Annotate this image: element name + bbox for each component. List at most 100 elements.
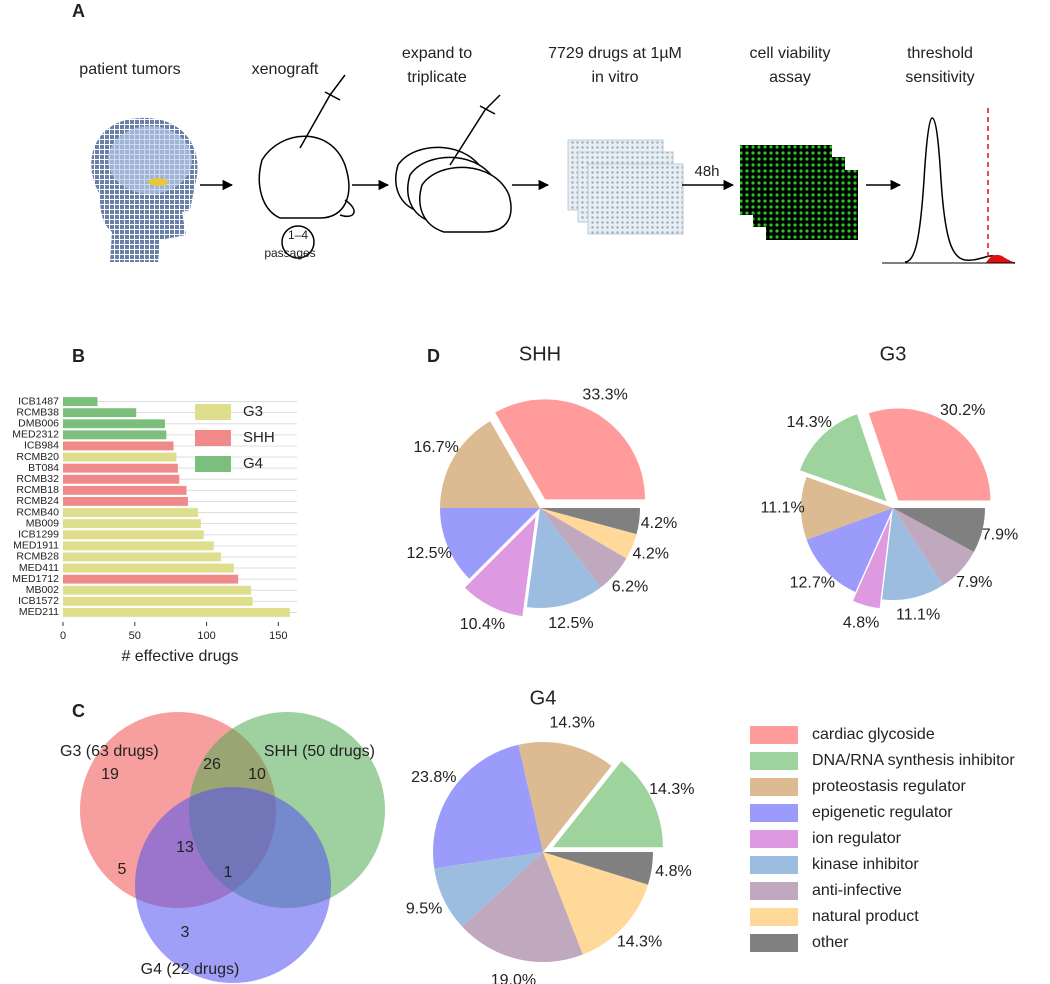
bar	[63, 497, 188, 506]
venn-count: 5	[118, 861, 127, 878]
bar	[63, 519, 201, 529]
legend-swatch	[750, 726, 798, 744]
pie-label: 16.7%	[413, 439, 458, 456]
pie-slice	[893, 508, 985, 552]
bar	[63, 419, 165, 429]
pie-label: 12.5%	[406, 545, 451, 562]
pie-slice	[464, 516, 536, 617]
pie-title: SHH	[519, 343, 561, 365]
pie-title: G4	[530, 687, 557, 709]
pie-slice	[543, 852, 649, 955]
legend-swatch	[750, 882, 798, 900]
y-tick-label: MED211	[19, 606, 59, 618]
step-label: patient tumors	[79, 61, 180, 78]
pie-slice	[432, 744, 543, 869]
legend-label: DNA/RNA synthesis inhibitor	[812, 752, 1015, 769]
pie-label: 7.9%	[956, 574, 992, 591]
step-label: assay	[769, 69, 811, 86]
pie-label: 9.5%	[406, 901, 442, 918]
pie-label: 14.3%	[617, 933, 662, 950]
bar	[63, 485, 187, 495]
pie-slice	[799, 414, 887, 502]
pie-slice	[552, 761, 663, 848]
venn-count: 3	[181, 924, 190, 941]
mice-icon	[395, 94, 512, 233]
passage-label: passages	[264, 246, 315, 260]
y-tick-label: MB009	[26, 517, 59, 529]
tumor-icon	[148, 178, 168, 186]
passage-count: 1–4	[288, 228, 308, 242]
step-label: xenograft	[252, 61, 319, 78]
venn-count: 26	[203, 756, 221, 773]
bar	[63, 430, 167, 440]
bar	[63, 552, 221, 562]
bar	[63, 608, 290, 617]
bar	[63, 474, 180, 484]
step-label: threshold	[907, 45, 973, 62]
y-tick-label: DMB006	[18, 418, 59, 430]
bar	[63, 563, 234, 573]
pie-label: 11.1%	[896, 607, 940, 624]
y-tick-label: BT084	[28, 462, 59, 474]
venn-count: 10	[248, 766, 266, 783]
venn-set-label: G3 (63 drugs)	[60, 743, 159, 760]
pie-label: 10.4%	[460, 616, 505, 633]
y-tick-label: MED1712	[12, 573, 59, 585]
workflow-art	[91, 74, 1016, 264]
pie-label: 12.7%	[790, 575, 835, 592]
x-tick-label: 150	[269, 630, 287, 642]
step-label: expand to	[402, 45, 472, 62]
y-tick-label: MB002	[26, 584, 59, 596]
y-tick-label: MED1911	[13, 540, 59, 552]
panel-label: B	[72, 346, 85, 366]
legend-swatch	[750, 934, 798, 952]
legend-swatch	[750, 830, 798, 848]
step-label: in vitro	[591, 69, 638, 86]
bar	[63, 463, 178, 473]
pie-slice	[526, 508, 601, 608]
pie-slice	[495, 399, 646, 500]
pie-label: 30.2%	[940, 402, 985, 419]
x-tick-label: 50	[129, 630, 141, 642]
pie-label: 14.3%	[649, 781, 694, 798]
plates-icon	[567, 139, 684, 235]
brain-icon	[108, 126, 192, 194]
pie-slice	[540, 508, 640, 535]
y-tick-label: RCMB32	[16, 473, 59, 485]
legend-label: kinase inhibitor	[812, 856, 919, 873]
pie-slice	[543, 852, 653, 885]
venn-count: 1	[224, 864, 233, 881]
panel-label: D	[427, 346, 440, 366]
legend-label: proteostasis regulator	[812, 778, 967, 795]
legend-label: cardiac glycoside	[812, 726, 935, 743]
pie-label: 14.3%	[787, 414, 832, 431]
pie-slice	[540, 508, 627, 588]
step-label: sensitivity	[905, 69, 974, 86]
step-label: triplicate	[407, 69, 467, 86]
mouse-icon	[258, 74, 355, 259]
y-tick-label: MED411	[19, 562, 59, 574]
legend-label: G3	[243, 403, 263, 420]
y-tick-label: RCMB40	[16, 506, 59, 518]
viability-plates	[740, 145, 858, 240]
bar	[63, 530, 204, 540]
y-tick-label: ICB1487	[18, 395, 59, 407]
legend-swatch	[195, 404, 231, 420]
legend-label: epigenetic regulator	[812, 804, 953, 821]
legend-swatch	[750, 908, 798, 926]
pie-label: 12.5%	[548, 615, 593, 632]
y-tick-label: RCMB38	[16, 406, 59, 418]
step-label: 7729 drugs at 1µM	[548, 45, 682, 62]
legend-swatch	[750, 778, 798, 796]
pie-slice	[434, 852, 543, 927]
legend-swatch	[195, 456, 231, 472]
step-label: cell viability	[750, 45, 831, 62]
pie-label: 19.0%	[491, 972, 536, 984]
y-tick-label: ICB1299	[18, 529, 59, 541]
plot-area	[63, 392, 297, 622]
legend-swatch	[195, 430, 231, 446]
pie-label: 14.3%	[550, 714, 595, 731]
pie-label: 11.1%	[761, 500, 805, 517]
venn-count: 13	[176, 839, 194, 856]
pie-label: 4.8%	[843, 614, 879, 631]
